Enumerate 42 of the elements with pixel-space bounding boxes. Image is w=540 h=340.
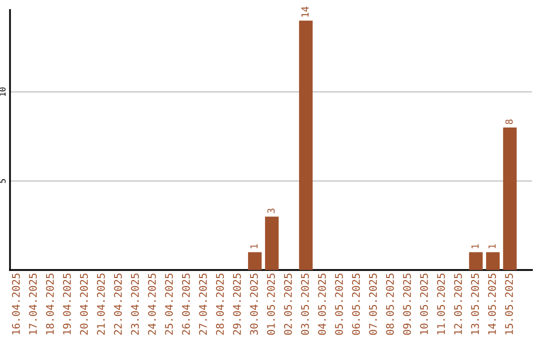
- data-label: 1: [250, 244, 258, 248]
- x-tick-label: 18.04.2025: [46, 274, 54, 334]
- x-tick-label: 07.05.2025: [369, 274, 377, 335]
- x-tick-label: 02.05.2025: [284, 274, 292, 335]
- x-tick-label: 11.05.2025: [437, 274, 445, 334]
- x-tick-label: 22.04.2025: [114, 274, 122, 335]
- x-tick-label: 03.05.2025: [301, 274, 309, 335]
- data-label: 8: [505, 120, 513, 124]
- x-tick-label: 21.04.2025: [96, 274, 105, 335]
- x-tick-label: 05.05.2025: [335, 274, 343, 335]
- x-tick-label: 28.04.2025: [216, 274, 224, 335]
- x-tick-label: 08.05.2025: [386, 274, 394, 335]
- bar: [265, 216, 279, 270]
- bar: [299, 20, 313, 270]
- x-tick-label: 16.04.2025: [12, 274, 20, 334]
- bar: [503, 128, 517, 270]
- x-tick-label: 23.04.2025: [130, 274, 139, 335]
- x-tick-label: 27.04.2025: [199, 274, 207, 335]
- x-tick-label: 20.04.2025: [80, 274, 88, 335]
- x-tick-label: 15.05.2025: [505, 274, 513, 334]
- x-tick-label: 09.05.2025: [403, 274, 411, 335]
- x-tick-label: 26.04.2025: [182, 274, 190, 335]
- bar: [469, 252, 483, 270]
- x-tick-label: 24.04.2025: [148, 274, 156, 335]
- x-tick-label: 06.05.2025: [352, 274, 360, 335]
- x-tick-label: 30.04.2025: [250, 274, 258, 335]
- x-tick-label: 25.04.2025: [165, 274, 173, 335]
- data-label: 3: [267, 208, 275, 214]
- x-tick-label: 12.05.2025: [454, 274, 462, 334]
- bar: [248, 252, 262, 270]
- x-tick-label: 17.04.2025: [28, 274, 37, 334]
- bar: [486, 252, 500, 270]
- data-label: 1: [472, 244, 479, 248]
- x-tick-label: 14.05.2025: [488, 274, 496, 334]
- x-tick-label: 10.05.2025: [420, 274, 428, 334]
- x-tick-label: 19.04.2025: [62, 274, 71, 334]
- x-tick-label: 13.05.2025: [471, 274, 479, 334]
- x-tick-label: 29.04.2025: [233, 274, 241, 335]
- x-tick-label: 01.05.2025: [267, 274, 275, 335]
- data-label: 14: [301, 6, 309, 17]
- x-tick-label: 04.05.2025: [318, 274, 326, 335]
- data-label: 1: [488, 244, 496, 248]
